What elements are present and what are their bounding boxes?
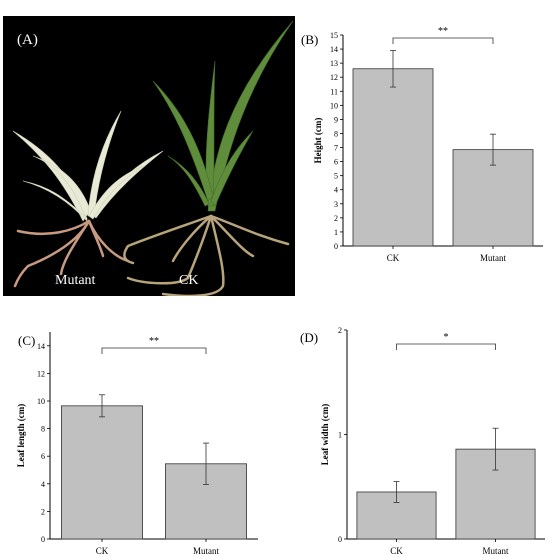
y-tick-label: 6	[41, 452, 45, 461]
y-tick-label: 0	[41, 535, 45, 544]
y-tick-label: 12	[330, 73, 338, 82]
bar-ck	[352, 68, 434, 247]
bar-mutant	[452, 149, 534, 247]
bar-ck	[61, 405, 143, 540]
y-tick-label: 5	[334, 172, 338, 181]
y-tick-label: 10	[37, 397, 45, 406]
significance-marker: **	[438, 26, 448, 37]
y-tick-label: 10	[330, 101, 338, 110]
panel-label: (B)	[301, 32, 318, 47]
y-tick-label: 3	[334, 200, 338, 209]
mutant-roots	[13, 219, 130, 288]
significance-marker: *	[444, 332, 449, 343]
photo-caption-ck: CK	[179, 273, 198, 288]
plant-photo: (A) Mutant CK	[3, 16, 295, 296]
x-tick-label: Mutant	[193, 546, 219, 556]
y-tick-label: 0	[334, 242, 338, 251]
y-tick-label: 14	[37, 342, 45, 351]
y-tick-label: 6	[334, 158, 338, 167]
x-tick-label: Mutant	[480, 253, 506, 263]
significance-marker: **	[149, 336, 159, 347]
significance-bracket	[101, 347, 207, 354]
leaf-length-chart-svg: (C) 0 2 4 6 8 10 12 14 Leaf length (cm) CK Mutant **	[16, 332, 258, 556]
x-tick-label: Mutant	[483, 546, 509, 556]
significance-bracket	[396, 343, 496, 350]
ck-roots	[123, 214, 290, 296]
leaf-width-chart: (D) 0 1 2 Leaf width (cm) CK Mutant *	[290, 312, 550, 556]
leaf-width-chart-svg: (D) 0 1 2 Leaf width (cm) CK Mutant *	[300, 326, 545, 556]
y-tick-label: 8	[334, 129, 338, 138]
y-tick-label: 11	[330, 87, 338, 96]
x-tick-label: CK	[390, 546, 403, 556]
y-tick-label: 1	[334, 228, 338, 237]
significance-bracket	[392, 37, 494, 44]
y-tick-label: 0	[338, 535, 342, 544]
y-tick-label: 15	[330, 31, 338, 40]
y-tick-label: 14	[330, 45, 338, 54]
mutant-plant	[12, 110, 164, 222]
y-axis-label: Leaf length (cm)	[16, 404, 26, 467]
y-tick-label: 2	[334, 214, 338, 223]
leaf-length-chart: (C) 0 2 4 6 8 10 12 14 Leaf length (cm) CK Mutant **	[0, 312, 265, 556]
y-tick-label: 7	[334, 144, 338, 153]
y-axis-label: Height (cm)	[313, 118, 323, 164]
photo-panel-label: (A)	[17, 32, 38, 48]
y-tick-label: 2	[41, 507, 45, 516]
plant-illustration: (A) Mutant CK	[3, 16, 295, 296]
y-tick-label: 1	[338, 431, 342, 440]
photo-caption-mutant: Mutant	[55, 273, 96, 288]
y-tick-label: 12	[37, 369, 45, 378]
y-tick-label: 13	[330, 59, 338, 68]
panel-label: (D)	[300, 330, 318, 345]
y-tick-label: 8	[41, 425, 45, 434]
y-tick-label: 2	[338, 326, 342, 335]
height-chart: (B) 0 1 2 3 4 5 6 7 8 9 10 11 12 13 14 15 Height (cm) CK Mu…	[295, 20, 545, 270]
y-tick-label: 4	[334, 186, 338, 195]
ck-plant	[152, 20, 294, 212]
x-tick-label: CK	[387, 253, 400, 263]
y-tick-label: 4	[41, 480, 45, 489]
y-axis-label: Leaf width (cm)	[320, 404, 330, 466]
y-tick-label: 9	[334, 115, 338, 124]
panel-label: (C)	[18, 333, 35, 348]
x-tick-label: CK	[96, 546, 109, 556]
